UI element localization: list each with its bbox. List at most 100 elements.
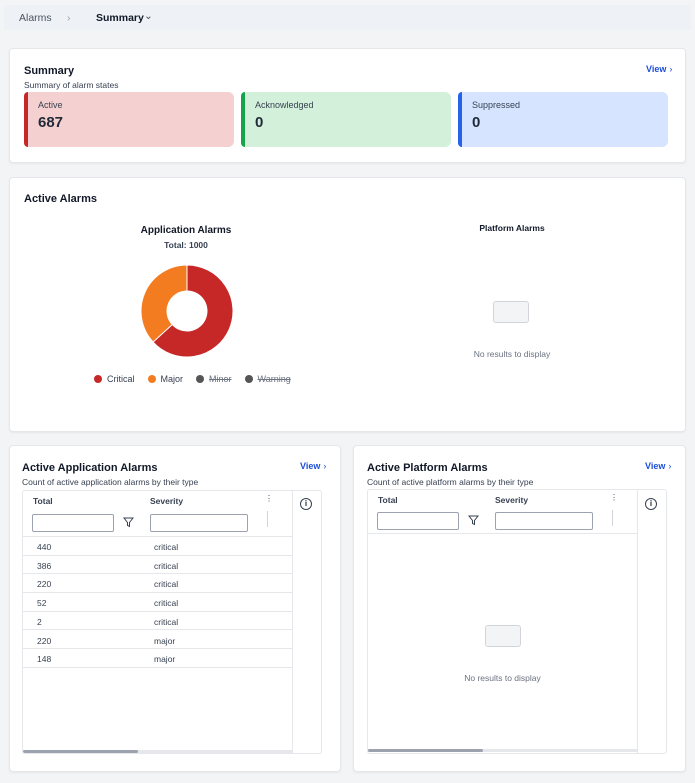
state-label: Suppressed: [472, 100, 521, 110]
summary-card: Summary Summary of alarm states View › Ac…: [9, 48, 686, 163]
state-accent-bar: [24, 92, 28, 147]
summary-title: Summary: [24, 65, 75, 77]
legend-item-critical[interactable]: Critical: [94, 374, 135, 384]
platform-table-empty-text: No results to display: [464, 673, 541, 683]
cell-severity: major: [154, 654, 176, 665]
grid-header-divider: [368, 533, 637, 534]
cell-total: 220: [37, 579, 52, 590]
app-table-view-link[interactable]: View ›: [300, 461, 326, 471]
breadcrumb-current: Summary: [96, 12, 144, 24]
chevron-down-icon[interactable]: ⌄: [144, 10, 153, 22]
active-application-alarms-card: Active Application Alarms Count of activ…: [9, 445, 341, 772]
chevron-right-icon: ›: [67, 12, 71, 24]
legend-dot: [196, 375, 205, 383]
horizontal-scrollbar[interactable]: [368, 749, 637, 752]
platform-empty-text: No results to display: [473, 349, 551, 359]
application-alarms-title: Application Alarms: [140, 225, 232, 236]
cell-severity: critical: [154, 579, 179, 590]
cell-total: 2: [37, 616, 42, 627]
cell-total: 220: [37, 635, 52, 646]
legend-item-minor[interactable]: Minor: [196, 374, 232, 384]
table-row[interactable]: 386 critical: [23, 556, 292, 575]
state-accent-bar: [458, 92, 462, 147]
app-table-subtitle: Count of active application alarms by th…: [22, 477, 199, 487]
platform-alarms-title: Platform Alarms: [479, 223, 545, 233]
legend-dot: [147, 375, 156, 383]
donut-slice-critical[interactable]: [152, 264, 234, 358]
table-row[interactable]: 440 critical: [23, 537, 292, 556]
app-table-title: Active Application Alarms: [22, 462, 158, 474]
grid-side-rail: i: [637, 490, 666, 753]
empty-state-icon: [493, 301, 529, 323]
table-row[interactable]: 52 critical: [23, 593, 292, 612]
view-label: View: [300, 461, 321, 471]
breadcrumb-alarms-link[interactable]: Alarms: [19, 12, 52, 24]
state-label: Active: [38, 100, 63, 110]
filter-icon[interactable]: [468, 515, 479, 526]
cell-severity: critical: [154, 598, 179, 609]
active-alarms-card: Active Alarms Application Alarms Total: …: [9, 177, 686, 432]
view-label: View: [646, 64, 667, 74]
legend-label: Warning: [257, 374, 291, 384]
legend-label: Minor: [209, 374, 232, 384]
column-menu-icon[interactable]: ⋮: [610, 493, 618, 502]
cell-severity: critical: [154, 560, 179, 571]
cell-severity: major: [154, 635, 176, 646]
empty-state-icon: [485, 625, 521, 647]
platform-table-title: Active Platform Alarms: [367, 462, 488, 474]
column-header-severity[interactable]: Severity: [150, 496, 184, 506]
state-value: 0: [255, 114, 264, 131]
state-value: 0: [472, 114, 481, 131]
info-icon[interactable]: i: [300, 498, 312, 510]
table-row[interactable]: 220 critical: [23, 574, 292, 594]
summary-view-link[interactable]: View ›: [646, 64, 672, 74]
platform-alarms-grid: Total Severity ⋮ i No results to display: [367, 489, 667, 754]
cell-total: 52: [37, 598, 47, 609]
legend-item-warning[interactable]: Warning: [244, 374, 291, 384]
chevron-right-icon: ›: [669, 64, 673, 74]
legend-label: Major: [160, 374, 184, 384]
active-platform-alarms-card: Active Platform Alarms Count of active p…: [353, 445, 686, 772]
info-icon[interactable]: i: [645, 498, 657, 510]
scrollbar-thumb[interactable]: [368, 749, 483, 752]
cell-severity: critical: [154, 542, 179, 552]
legend-dot: [94, 375, 102, 383]
scrollbar-thumb[interactable]: [23, 750, 138, 753]
chevron-right-icon: ›: [323, 461, 327, 471]
chevron-right-icon: ›: [668, 461, 672, 471]
state-suppressed-tile[interactable]: Suppressed 0: [458, 92, 668, 147]
column-header-total[interactable]: Total: [378, 495, 398, 505]
donut-slice-major[interactable]: [140, 264, 188, 343]
table-row[interactable]: 148 major: [23, 649, 292, 668]
grid-body: 440 critical 386 critical 220 critical 52 cr…: [23, 536, 292, 668]
application-alarms-donut: [140, 264, 234, 358]
total-filter-input[interactable]: [377, 512, 459, 530]
severity-filter-input[interactable]: [150, 514, 248, 532]
legend-item-major[interactable]: Major: [147, 374, 184, 384]
column-menu-icon[interactable]: ⋮: [265, 494, 273, 503]
table-row[interactable]: 220 major: [23, 631, 292, 650]
column-header-total[interactable]: Total: [33, 496, 53, 506]
column-divider: [267, 511, 268, 527]
state-accent-bar: [241, 92, 245, 147]
table-row[interactable]: 2 critical: [23, 612, 292, 631]
legend-dot: [244, 375, 253, 383]
grid-side-rail: i: [292, 491, 321, 753]
app-alarms-grid: Total Severity ⋮ i 440 critical 386 critic…: [22, 490, 322, 754]
state-active-tile[interactable]: Active 687: [24, 92, 234, 147]
view-label: View: [645, 461, 666, 471]
summary-subtitle: Summary of alarm states: [24, 80, 119, 90]
filter-icon[interactable]: [123, 517, 134, 528]
cell-total: 148: [37, 654, 52, 665]
severity-filter-input[interactable]: [495, 512, 593, 530]
cell-total: 386: [37, 560, 52, 571]
platform-table-view-link[interactable]: View ›: [645, 461, 671, 471]
total-filter-input[interactable]: [32, 514, 114, 532]
active-alarms-title: Active Alarms: [24, 193, 97, 205]
breadcrumb: Alarms › Summary ⌄: [4, 5, 691, 30]
platform-table-subtitle: Count of active platform alarms by their…: [367, 477, 534, 487]
cell-total: 440: [37, 542, 52, 552]
state-acknowledged-tile[interactable]: Acknowledged 0: [241, 92, 451, 147]
column-header-severity[interactable]: Severity: [495, 495, 529, 505]
horizontal-scrollbar[interactable]: [23, 750, 292, 753]
